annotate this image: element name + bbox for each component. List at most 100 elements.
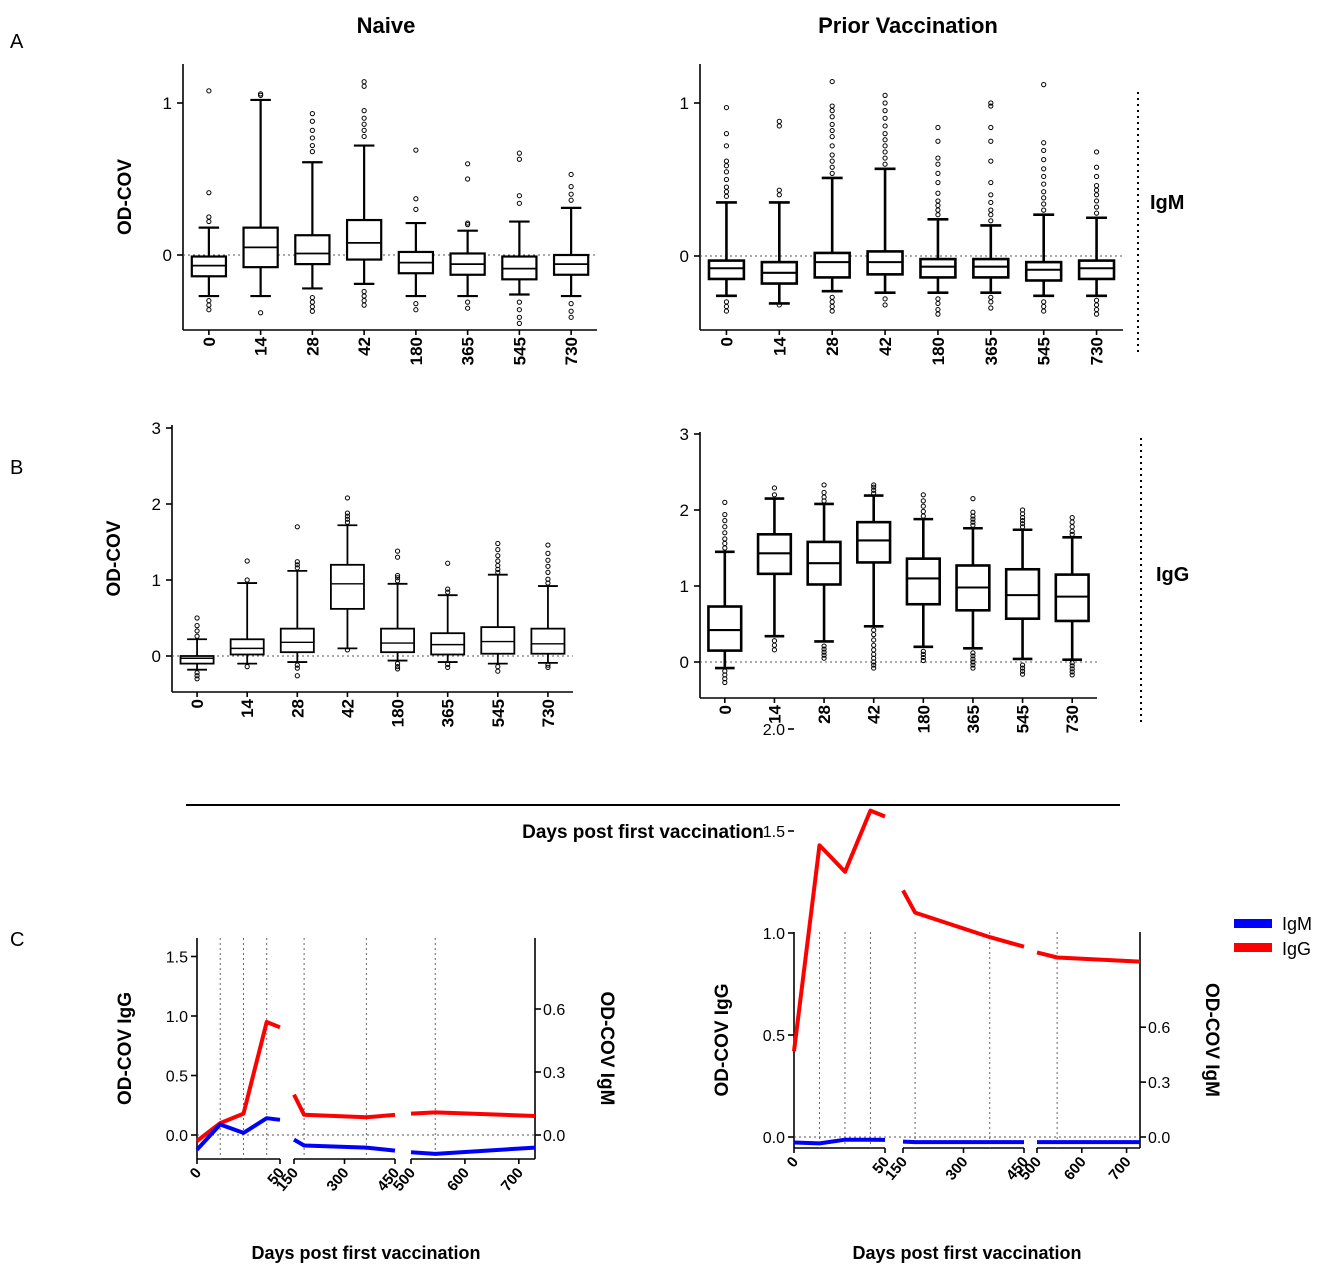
- x-tick-label: 180: [914, 705, 933, 733]
- outlier-point: [882, 123, 888, 129]
- outlier-point: [244, 577, 250, 583]
- outlier-point: [829, 103, 835, 109]
- x-tick-label: 42: [876, 337, 895, 356]
- outlier-point: [1041, 181, 1047, 187]
- y-tick-label: 0: [163, 246, 172, 265]
- outlier-point: [970, 519, 976, 525]
- x-tick-label: 28: [823, 337, 842, 356]
- iqr-box: [430, 632, 466, 656]
- iqr-box: [972, 257, 1010, 279]
- y-axis-label: OD-COV: [115, 159, 136, 235]
- outlier-point: [568, 308, 574, 314]
- outlier-point: [394, 664, 401, 670]
- outlier-point: [394, 572, 401, 579]
- left-y-tick-label: 0.5: [166, 1069, 188, 1086]
- outlier-point: [935, 296, 941, 302]
- outlier-point: [722, 518, 728, 524]
- outlier-point: [988, 207, 994, 213]
- outlier-point: [495, 547, 501, 553]
- outlier-point: [194, 673, 200, 679]
- outlier-point: [413, 301, 419, 307]
- outlier-point: [970, 653, 976, 659]
- outlier-point: [1041, 201, 1047, 207]
- right-y-axis-label: OD-COV IgM: [596, 992, 617, 1106]
- outlier-point: [1041, 308, 1047, 314]
- outlier-point: [1019, 671, 1026, 677]
- outlier-point: [344, 513, 351, 519]
- outlier-point: [361, 293, 367, 299]
- outlier-point: [771, 485, 778, 491]
- outlier-point: [1041, 140, 1047, 146]
- x-tick-label: 365: [982, 337, 1001, 365]
- x-tick-label: 0: [188, 699, 207, 708]
- outlier-point: [723, 158, 730, 164]
- outlier-point: [465, 220, 471, 226]
- outlier-point: [445, 586, 451, 592]
- outlier-point: [829, 78, 835, 85]
- outlier-point: [194, 615, 200, 621]
- x-tick-label: 28: [288, 699, 307, 718]
- x-tick-label: 0: [187, 1165, 205, 1182]
- outlier-point: [882, 100, 888, 106]
- outlier-point: [882, 92, 888, 98]
- outlier-point: [935, 124, 941, 131]
- box-14: [229, 558, 265, 670]
- outlier-point: [344, 495, 351, 501]
- outlier-point: [445, 589, 451, 595]
- outlier-point: [1019, 662, 1026, 668]
- side-label-igg: IgG: [1156, 564, 1189, 586]
- outlier-point: [495, 664, 501, 670]
- x-tick-label: 14: [238, 698, 257, 717]
- outlier-point: [309, 135, 315, 141]
- outlier-point: [935, 311, 941, 317]
- outlier-point: [1041, 303, 1047, 310]
- y-tick-label: 0: [680, 653, 689, 672]
- x-tick-label: 600: [444, 1165, 473, 1195]
- outlier-point: [194, 676, 200, 682]
- outlier-point: [920, 508, 926, 515]
- x-tick-label: 42: [338, 699, 357, 718]
- outlier-point: [920, 498, 926, 504]
- outlier-point: [361, 298, 367, 304]
- outlier-point: [935, 202, 941, 209]
- outlier-point: [545, 550, 551, 557]
- outlier-point: [206, 214, 212, 220]
- box-28: [813, 78, 851, 314]
- x-tick-label: 730: [539, 699, 558, 727]
- series-line-igg-segment-2: [1036, 950, 1141, 964]
- outlier-point: [309, 111, 315, 117]
- left-y-tick-label: 1.0: [166, 1009, 188, 1026]
- outlier-point: [829, 299, 835, 305]
- outlier-point: [988, 299, 994, 305]
- outlier-point: [545, 664, 551, 671]
- outlier-point: [361, 302, 367, 308]
- outlier-point: [294, 524, 300, 530]
- outlier-point: [871, 647, 877, 653]
- outlier-point: [722, 530, 728, 536]
- iqr-box: [1024, 260, 1063, 282]
- outlier-point: [206, 298, 212, 304]
- outlier-point: [1041, 147, 1047, 154]
- outlier-point: [394, 578, 401, 584]
- outlier-point: [988, 103, 994, 109]
- x-axis-label: Days post first vaccination: [251, 1243, 480, 1263]
- x-tick-label: 600: [1061, 1154, 1090, 1184]
- x-tick-label: 14: [765, 704, 784, 723]
- outlier-point: [1069, 663, 1075, 669]
- outlier-point: [920, 648, 926, 654]
- x-tick-label: 180: [929, 337, 948, 365]
- outlier-point: [722, 524, 728, 530]
- x-tick-label: 14: [770, 336, 789, 355]
- outlier-point: [394, 575, 401, 581]
- right-y-tick-label: 0.3: [1148, 1075, 1170, 1092]
- outlier-point: [920, 492, 926, 498]
- box-730: [552, 171, 590, 320]
- iqr-box: [480, 626, 516, 655]
- outlier-point: [970, 656, 976, 662]
- outlier-point: [344, 510, 351, 516]
- box-0: [179, 615, 215, 682]
- outlier-point: [1019, 668, 1026, 674]
- outlier-point: [413, 147, 419, 153]
- right-y-tick-label: 0.6: [543, 1002, 565, 1019]
- outlier-point: [723, 303, 730, 310]
